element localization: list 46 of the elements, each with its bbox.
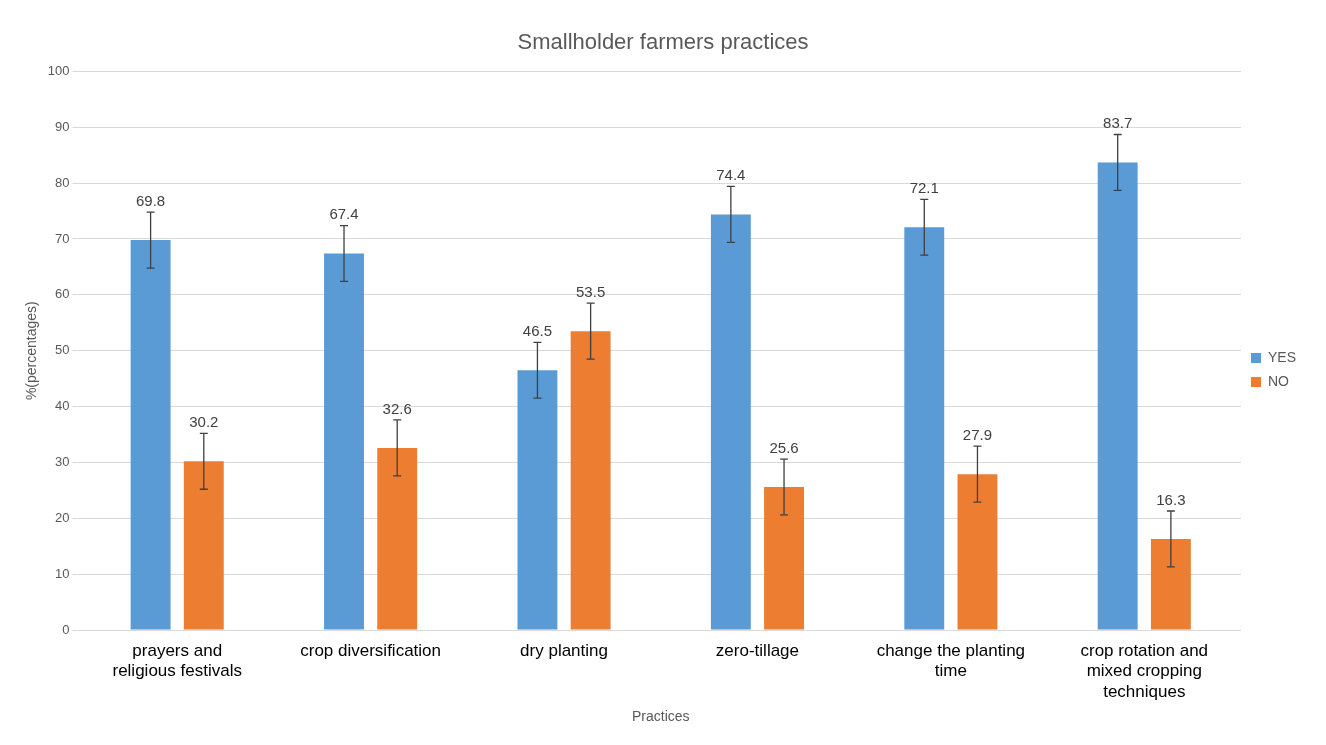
data-label: 74.4 (716, 166, 746, 184)
bar (1150, 538, 1191, 630)
data-label: 46.5 (522, 321, 553, 339)
data-label: 16.3 (1156, 490, 1186, 508)
bar (130, 240, 171, 630)
x-tick-label: crop rotation and mixed cropping techniques (1080, 640, 1209, 701)
y-tick-label: 70 (55, 230, 70, 246)
y-tick-label: 100 (47, 62, 70, 78)
y-tick-label: 30 (55, 454, 70, 469)
y-tick-label: 20 (55, 509, 70, 525)
data-label: 83.7 (1103, 114, 1133, 132)
x-tick-label: prayers and religious festivals (112, 640, 242, 681)
bar (710, 214, 751, 630)
x-tick-label: crop diversification (300, 640, 441, 660)
data-label: 27.9 (962, 425, 993, 443)
bar (183, 461, 224, 630)
data-label: 32.6 (382, 399, 412, 417)
x-tick-label: change the planting time (876, 640, 1026, 681)
bar (764, 487, 804, 630)
data-label: 25.6 (769, 438, 799, 456)
bar (904, 227, 945, 630)
y-tick-label: 80 (55, 174, 70, 190)
legend-label: YES (1267, 348, 1296, 365)
legend-label: NO (1267, 372, 1290, 389)
x-tick-label: zero-tillage (715, 640, 800, 660)
bar (377, 447, 418, 630)
data-label: 30.2 (189, 413, 219, 431)
data-label: 69.8 (136, 191, 166, 209)
data-label: 53.5 (576, 282, 606, 300)
y-tick-label: 50 (55, 342, 70, 358)
bar (957, 474, 998, 630)
bar (570, 331, 611, 630)
y-tick-label: 40 (55, 398, 70, 414)
bar (1097, 162, 1138, 630)
x-axis-title: Practices (631, 708, 690, 725)
y-tick-label: 10 (55, 565, 70, 581)
bar (324, 253, 364, 630)
y-tick-label: 90 (55, 118, 70, 134)
y-tick-label: 0 (62, 621, 70, 637)
x-tick-label: dry planting (520, 640, 608, 660)
bar (517, 370, 558, 630)
chart-title: Smallholder farmers practices (517, 29, 809, 55)
data-label: 72.1 (909, 178, 939, 196)
data-label: 67.4 (329, 205, 359, 223)
y-tick-label: 60 (55, 286, 70, 302)
y-axis-title: %(percentages) (23, 301, 40, 401)
